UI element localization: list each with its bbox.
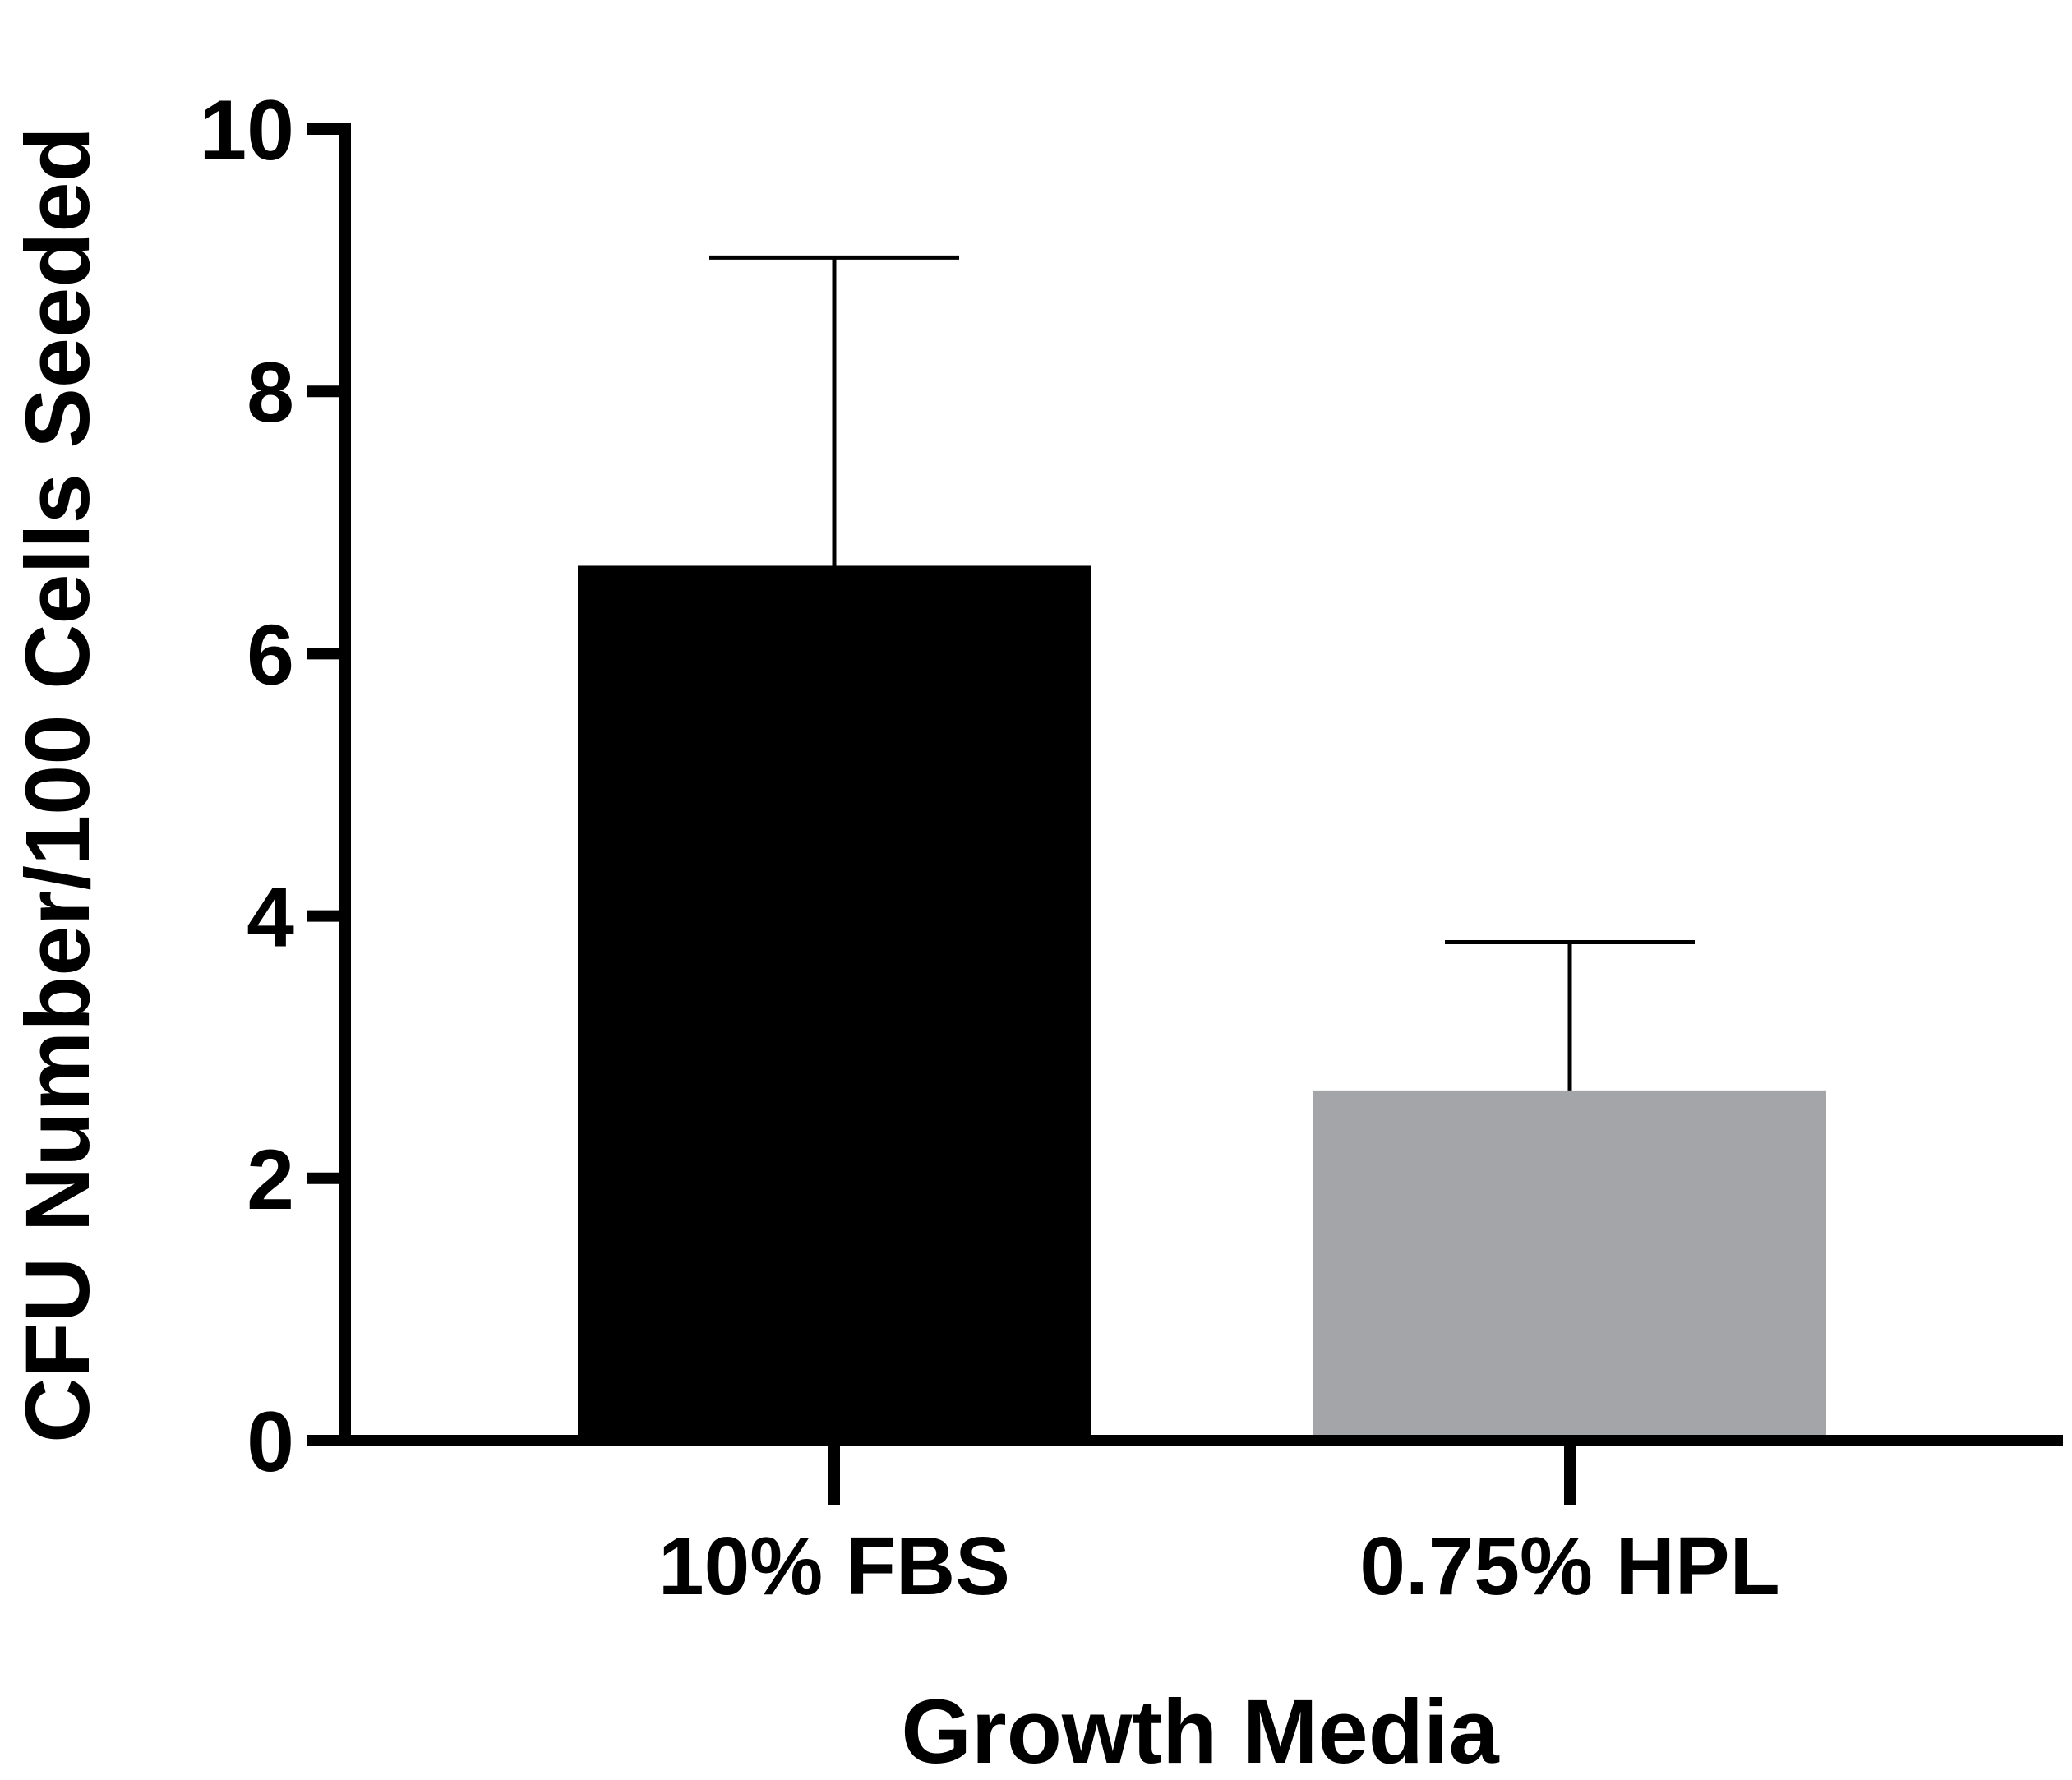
x-tick-label-1: 10% FBS <box>658 1520 1010 1612</box>
y-tick-label-10: 10 <box>199 83 294 178</box>
labels-layer: CFU Number/100 Cells Seeded Growth Media… <box>7 83 1780 1780</box>
y-axis-title: CFU Number/100 Cells Seeded <box>7 127 108 1443</box>
y-tick-label-4: 4 <box>247 870 294 966</box>
y-tick-label-2: 2 <box>247 1132 294 1228</box>
y-tick-label-8: 8 <box>247 345 294 440</box>
bars-layer <box>578 565 1826 1441</box>
bar-1 <box>578 565 1091 1441</box>
bar-2 <box>1313 1090 1826 1441</box>
y-tick-label-6: 6 <box>247 607 294 703</box>
error-bars-layer <box>709 255 1695 1091</box>
x-tick-label-2: 0.75% HPL <box>1359 1520 1779 1612</box>
x-axis-title: Growth Media <box>901 1681 1499 1780</box>
axes-layer <box>307 123 2063 1505</box>
y-tick-label-0: 0 <box>247 1395 294 1490</box>
